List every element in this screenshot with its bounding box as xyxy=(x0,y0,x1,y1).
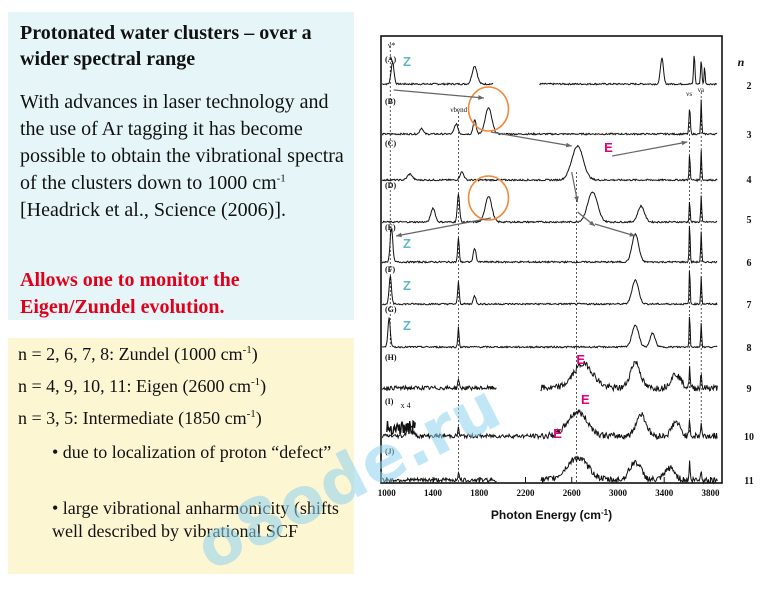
arrow-head xyxy=(681,140,688,146)
x-tick-label: 2200 xyxy=(516,488,535,498)
eigen-label: E xyxy=(553,426,562,441)
slide-title: Protonated water clusters – over a wider… xyxy=(20,22,312,70)
panel-n-value: 10 xyxy=(744,432,754,443)
ir-spectra-figure: 1000 1400 1800 2200 2600 3000 3400 3800 Photon E… xyxy=(378,35,754,522)
assignment-text: n = 2, 6, 7, 8: Zundel (1000 cm xyxy=(18,344,243,364)
spectra-traces xyxy=(381,55,718,485)
intermediate-circle xyxy=(467,86,510,132)
eigen-label: E xyxy=(576,352,585,367)
assignment-text: n = 3, 5: Intermediate (1850 cm xyxy=(18,408,247,428)
x-axis-label-main: Photon Energy (cm xyxy=(491,508,601,522)
panel-n-value: 4 xyxy=(747,175,752,186)
assignment-end: ) xyxy=(251,344,258,364)
x-tick-label: 1000 xyxy=(378,488,397,498)
assignment-sup: -1 xyxy=(246,408,256,420)
assignment-eigen: n = 4, 9, 10, 11: Eigen (2600 cm-1) xyxy=(18,376,266,397)
evolution-arrow xyxy=(612,141,688,157)
x-tick-label: 3400 xyxy=(655,488,674,498)
panel-label: (J) xyxy=(385,447,395,456)
eigen-label: E xyxy=(604,140,613,155)
panel-n-value: 5 xyxy=(747,215,752,226)
panel-label: (H) xyxy=(385,353,397,362)
intro-main: With advances in laser technology and th… xyxy=(20,91,344,194)
spectrum-trace xyxy=(540,455,718,485)
bullet-anharmonicity: • large vibrational anharmonicity (shift… xyxy=(52,498,339,541)
intro-panel xyxy=(8,12,354,320)
inset-trace xyxy=(386,419,416,437)
plot-frame xyxy=(380,35,723,484)
eigen-zundel-callout: Allows one to monitor the Eigen/Zundel e… xyxy=(20,269,240,318)
nu-star-label: ν* xyxy=(388,41,396,50)
assignment-panel xyxy=(8,338,354,574)
panel-n-value: 11 xyxy=(744,476,753,487)
panel-label: (C) xyxy=(385,139,396,148)
x-tick-label: 1800 xyxy=(470,488,489,498)
spectrum-trace xyxy=(381,225,718,264)
intermediate-circle xyxy=(467,175,510,221)
zundel-label: Z xyxy=(403,318,411,333)
assignment-sup: -1 xyxy=(250,376,261,388)
evolution-arrow xyxy=(395,217,491,237)
x-axis-label-end: ) xyxy=(608,508,612,522)
arrow-head xyxy=(574,196,579,202)
panel-label: (F) xyxy=(385,265,396,274)
nu-bend-label: νbend xyxy=(450,106,467,114)
spectrum-trace xyxy=(381,316,718,349)
panel-label: (D) xyxy=(385,181,396,190)
x-tick-label: 1400 xyxy=(424,488,443,498)
spectrum-trace xyxy=(540,360,718,393)
spectrum-trace xyxy=(381,377,497,392)
assignment-text: n = 4, 9, 10, 11: Eigen (2600 cm xyxy=(18,376,251,396)
nu-s-label: νs xyxy=(686,90,692,98)
spectrum-trace xyxy=(381,99,718,136)
eigen-label: E xyxy=(581,392,590,407)
assignment-end: ) xyxy=(260,376,267,396)
assignment-zundel: n = 2, 6, 7, 8: Zundel (1000 cm-1) xyxy=(18,344,258,365)
spectrum-trace xyxy=(381,470,497,484)
arrow-head xyxy=(629,232,636,237)
spectrum-trace xyxy=(382,271,718,306)
assignment-end: ) xyxy=(255,408,262,428)
x4-label: x 4 xyxy=(401,401,411,410)
spectrum-trace xyxy=(539,55,718,86)
spectrum-trace xyxy=(382,191,718,224)
x-tick-label: 3000 xyxy=(609,488,628,498)
zundel-label: Z xyxy=(403,278,411,293)
evolution-arrow xyxy=(490,131,572,147)
evolution-arrow xyxy=(393,89,484,99)
panel-n-value: 7 xyxy=(747,300,752,311)
panel-label: (I) xyxy=(385,397,394,406)
zundel-label: Z xyxy=(403,236,411,251)
assignment-sup: -1 xyxy=(242,344,252,356)
bullet-proton-defect: • due to localization of proton “defect” xyxy=(52,442,332,462)
panel-n-value: 8 xyxy=(747,343,752,354)
intro-sup: -1 xyxy=(276,172,286,185)
x-tick-label: 3800 xyxy=(701,488,720,498)
assignment-intermediate: n = 3, 5: Intermediate (1850 cm-1) xyxy=(18,408,262,429)
panel-n-value: 2 xyxy=(747,81,752,92)
figure-annotations: x 4 ν* νbend νs νa Z Z Z Z E E E E xyxy=(388,41,705,482)
zundel-label: Z xyxy=(403,54,411,69)
spectrum-trace xyxy=(381,408,718,441)
intro-citation: [Headrick et al., Science (2006)]. xyxy=(20,199,286,221)
nu-a-label: νa xyxy=(698,86,705,94)
panel-label: (A) xyxy=(385,55,396,64)
panel-n-value: 9 xyxy=(747,384,752,395)
evolution-arrow xyxy=(594,223,636,237)
arrow-head xyxy=(565,142,572,148)
panel-label: (B) xyxy=(385,97,396,106)
panel-n-value: 6 xyxy=(747,258,752,269)
x-axis-label-sup: -1 xyxy=(601,508,609,517)
panel-n-value: 3 xyxy=(747,130,752,141)
x-tick-label: 2600 xyxy=(563,488,582,498)
panel-label: (G) xyxy=(385,305,397,314)
spectrum-trace xyxy=(381,144,718,182)
arrow-head xyxy=(396,232,402,238)
intro-text: With advances in laser technology and th… xyxy=(20,89,350,224)
n-header: n xyxy=(738,55,745,69)
x-axis-label: Photon Energy (cm-1) xyxy=(491,508,612,522)
arrow-head xyxy=(478,95,484,100)
spectrum-trace xyxy=(382,61,494,86)
arrow-head xyxy=(589,220,595,226)
